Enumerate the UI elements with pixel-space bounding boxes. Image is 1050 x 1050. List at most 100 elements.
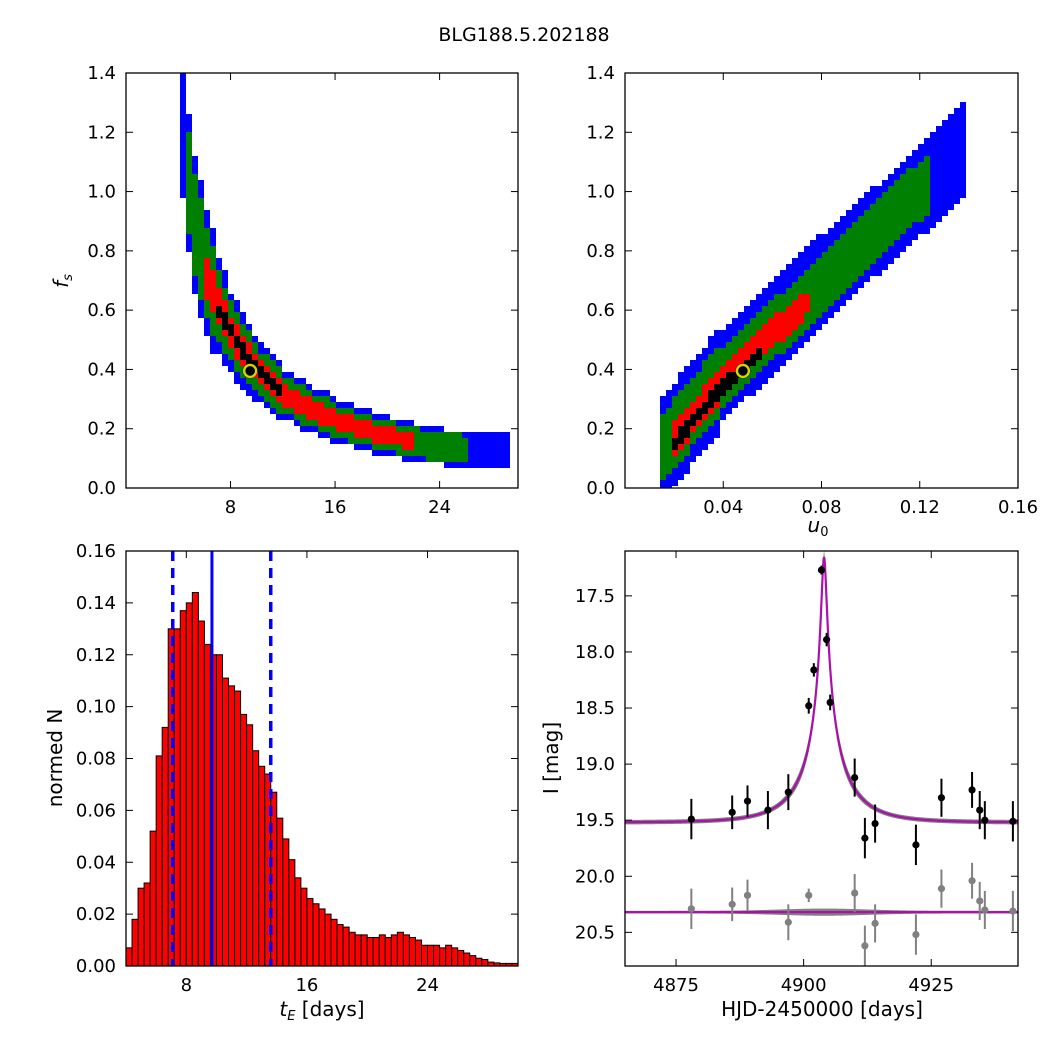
heatmap-cell-2sigma xyxy=(906,168,912,228)
y-tick-label: 18.0 xyxy=(575,642,615,663)
heatmap-cell-1sigma xyxy=(738,348,744,378)
data-point xyxy=(937,794,946,802)
heatmap-cell-1sigma xyxy=(768,318,774,348)
residual-point xyxy=(1009,907,1017,915)
heatmap-cell-3sigma xyxy=(492,432,498,468)
heatmap-cell-peak xyxy=(672,438,678,450)
heatmap-cell-2sigma xyxy=(852,222,858,282)
x-tick-label: 0.04 xyxy=(703,497,743,518)
y-tick-label: 0.02 xyxy=(76,904,116,925)
heatmap-cell-2sigma xyxy=(876,198,882,258)
residual-point xyxy=(743,891,752,899)
y-tick-label: 17.5 xyxy=(575,586,615,607)
heatmap-cell-3sigma xyxy=(936,126,942,222)
residual-point xyxy=(784,918,792,926)
y-tick-label: 1.2 xyxy=(586,122,615,143)
histogram-bar xyxy=(312,903,320,966)
heatmap-cell-2sigma xyxy=(822,252,828,312)
histogram-bar xyxy=(481,959,489,966)
residual-point xyxy=(728,900,736,908)
y-tick-label: 20.5 xyxy=(575,922,615,943)
heatmap-cell-1sigma xyxy=(804,294,810,312)
histogram-bar xyxy=(427,944,435,966)
heatmap-cell-1sigma xyxy=(402,432,408,450)
heatmap-cell-3sigma xyxy=(486,432,492,468)
histogram-bar xyxy=(173,628,181,966)
y-tick-label: 0.4 xyxy=(586,359,615,380)
model-curve xyxy=(625,556,1018,824)
heatmap-cell-2sigma xyxy=(810,264,816,324)
heatmap-cell-peak xyxy=(690,414,696,426)
y-tick-label: 0.14 xyxy=(76,593,116,614)
heatmap-cell-2sigma xyxy=(900,174,906,234)
y-tick-label: 0.6 xyxy=(87,300,116,321)
y-axis-label: I [mag] xyxy=(539,722,563,794)
heatmap-cell-2sigma xyxy=(816,258,822,318)
heatmap-cell-peak xyxy=(246,354,252,366)
heatmap-cell-2sigma xyxy=(834,240,840,300)
heatmap-cell-2sigma xyxy=(444,432,450,462)
heatmap-cell-2sigma xyxy=(414,426,420,456)
heatmap-cell-peak xyxy=(702,402,708,414)
heatmap-cell-1sigma xyxy=(750,336,756,366)
x-axis-label: tE [days] xyxy=(279,997,364,1024)
heatmap-cell-peak xyxy=(708,390,714,408)
heatmap-cell-3sigma xyxy=(948,114,954,210)
heatmap-cell-1sigma xyxy=(282,384,288,408)
histogram-bar xyxy=(372,936,380,966)
heatmap-cell-3sigma xyxy=(960,102,966,198)
heatmap-cell-peak xyxy=(714,384,720,402)
data-point xyxy=(976,806,984,814)
heatmap-cells xyxy=(180,73,510,468)
heatmap-cell-1sigma xyxy=(210,270,216,312)
heatmap-cell-2sigma xyxy=(846,228,852,288)
residual-point xyxy=(968,877,976,885)
histogram-bar xyxy=(126,947,133,966)
histogram-bar xyxy=(300,887,308,966)
heatmap-cell-2sigma xyxy=(660,414,666,480)
data-point xyxy=(851,773,859,782)
data-point xyxy=(981,816,989,824)
histogram-bar xyxy=(234,690,242,966)
histogram-bar xyxy=(185,602,193,966)
histogram-bar xyxy=(396,931,404,966)
heatmap-cell-1sigma xyxy=(390,426,396,444)
residual-point xyxy=(851,889,859,897)
x-tick-label: 4900 xyxy=(781,975,827,996)
heatmap-cell-2sigma xyxy=(864,210,870,270)
histogram-bar xyxy=(203,643,211,966)
residual-point xyxy=(937,885,946,893)
histogram-bar xyxy=(137,887,145,966)
data-point xyxy=(764,806,772,814)
heatmap-cell-1sigma xyxy=(342,414,348,432)
histogram-bar xyxy=(348,931,356,966)
data-point xyxy=(805,702,813,710)
heatmap-cell-2sigma xyxy=(186,132,192,234)
histogram-bar xyxy=(294,877,302,966)
y-tick-label: 1.4 xyxy=(87,63,116,84)
y-tick-label: 0.8 xyxy=(586,241,615,262)
x-tick-label: 4925 xyxy=(908,975,954,996)
histogram-bar xyxy=(366,936,374,966)
heatmap-cell-1sigma xyxy=(330,408,336,426)
heatmap-cell-1sigma xyxy=(318,402,324,426)
heatmap-cell-1sigma xyxy=(774,312,780,342)
heatmap-cell-3sigma xyxy=(954,108,960,204)
heatmap-cell-peak xyxy=(228,324,234,336)
heatmap-cell-peak xyxy=(276,384,282,396)
heatmap-cell-peak xyxy=(264,372,270,384)
heatmap-cell-2sigma xyxy=(870,204,876,264)
histogram-bar xyxy=(161,726,169,966)
histogram-bar xyxy=(276,817,284,966)
histogram-bar xyxy=(143,882,151,966)
histogram-bar xyxy=(336,924,344,966)
histogram-bar xyxy=(264,773,272,966)
y-tick-label: 0.00 xyxy=(76,956,116,977)
heatmap-cell-2sigma xyxy=(828,246,834,306)
heatmap-cell-3sigma xyxy=(942,120,948,216)
y-tick-label: 0.08 xyxy=(76,749,116,770)
histogram-bar xyxy=(511,962,518,966)
heatmap-cell-1sigma xyxy=(378,426,384,444)
heatmap-cell-1sigma xyxy=(792,300,798,330)
